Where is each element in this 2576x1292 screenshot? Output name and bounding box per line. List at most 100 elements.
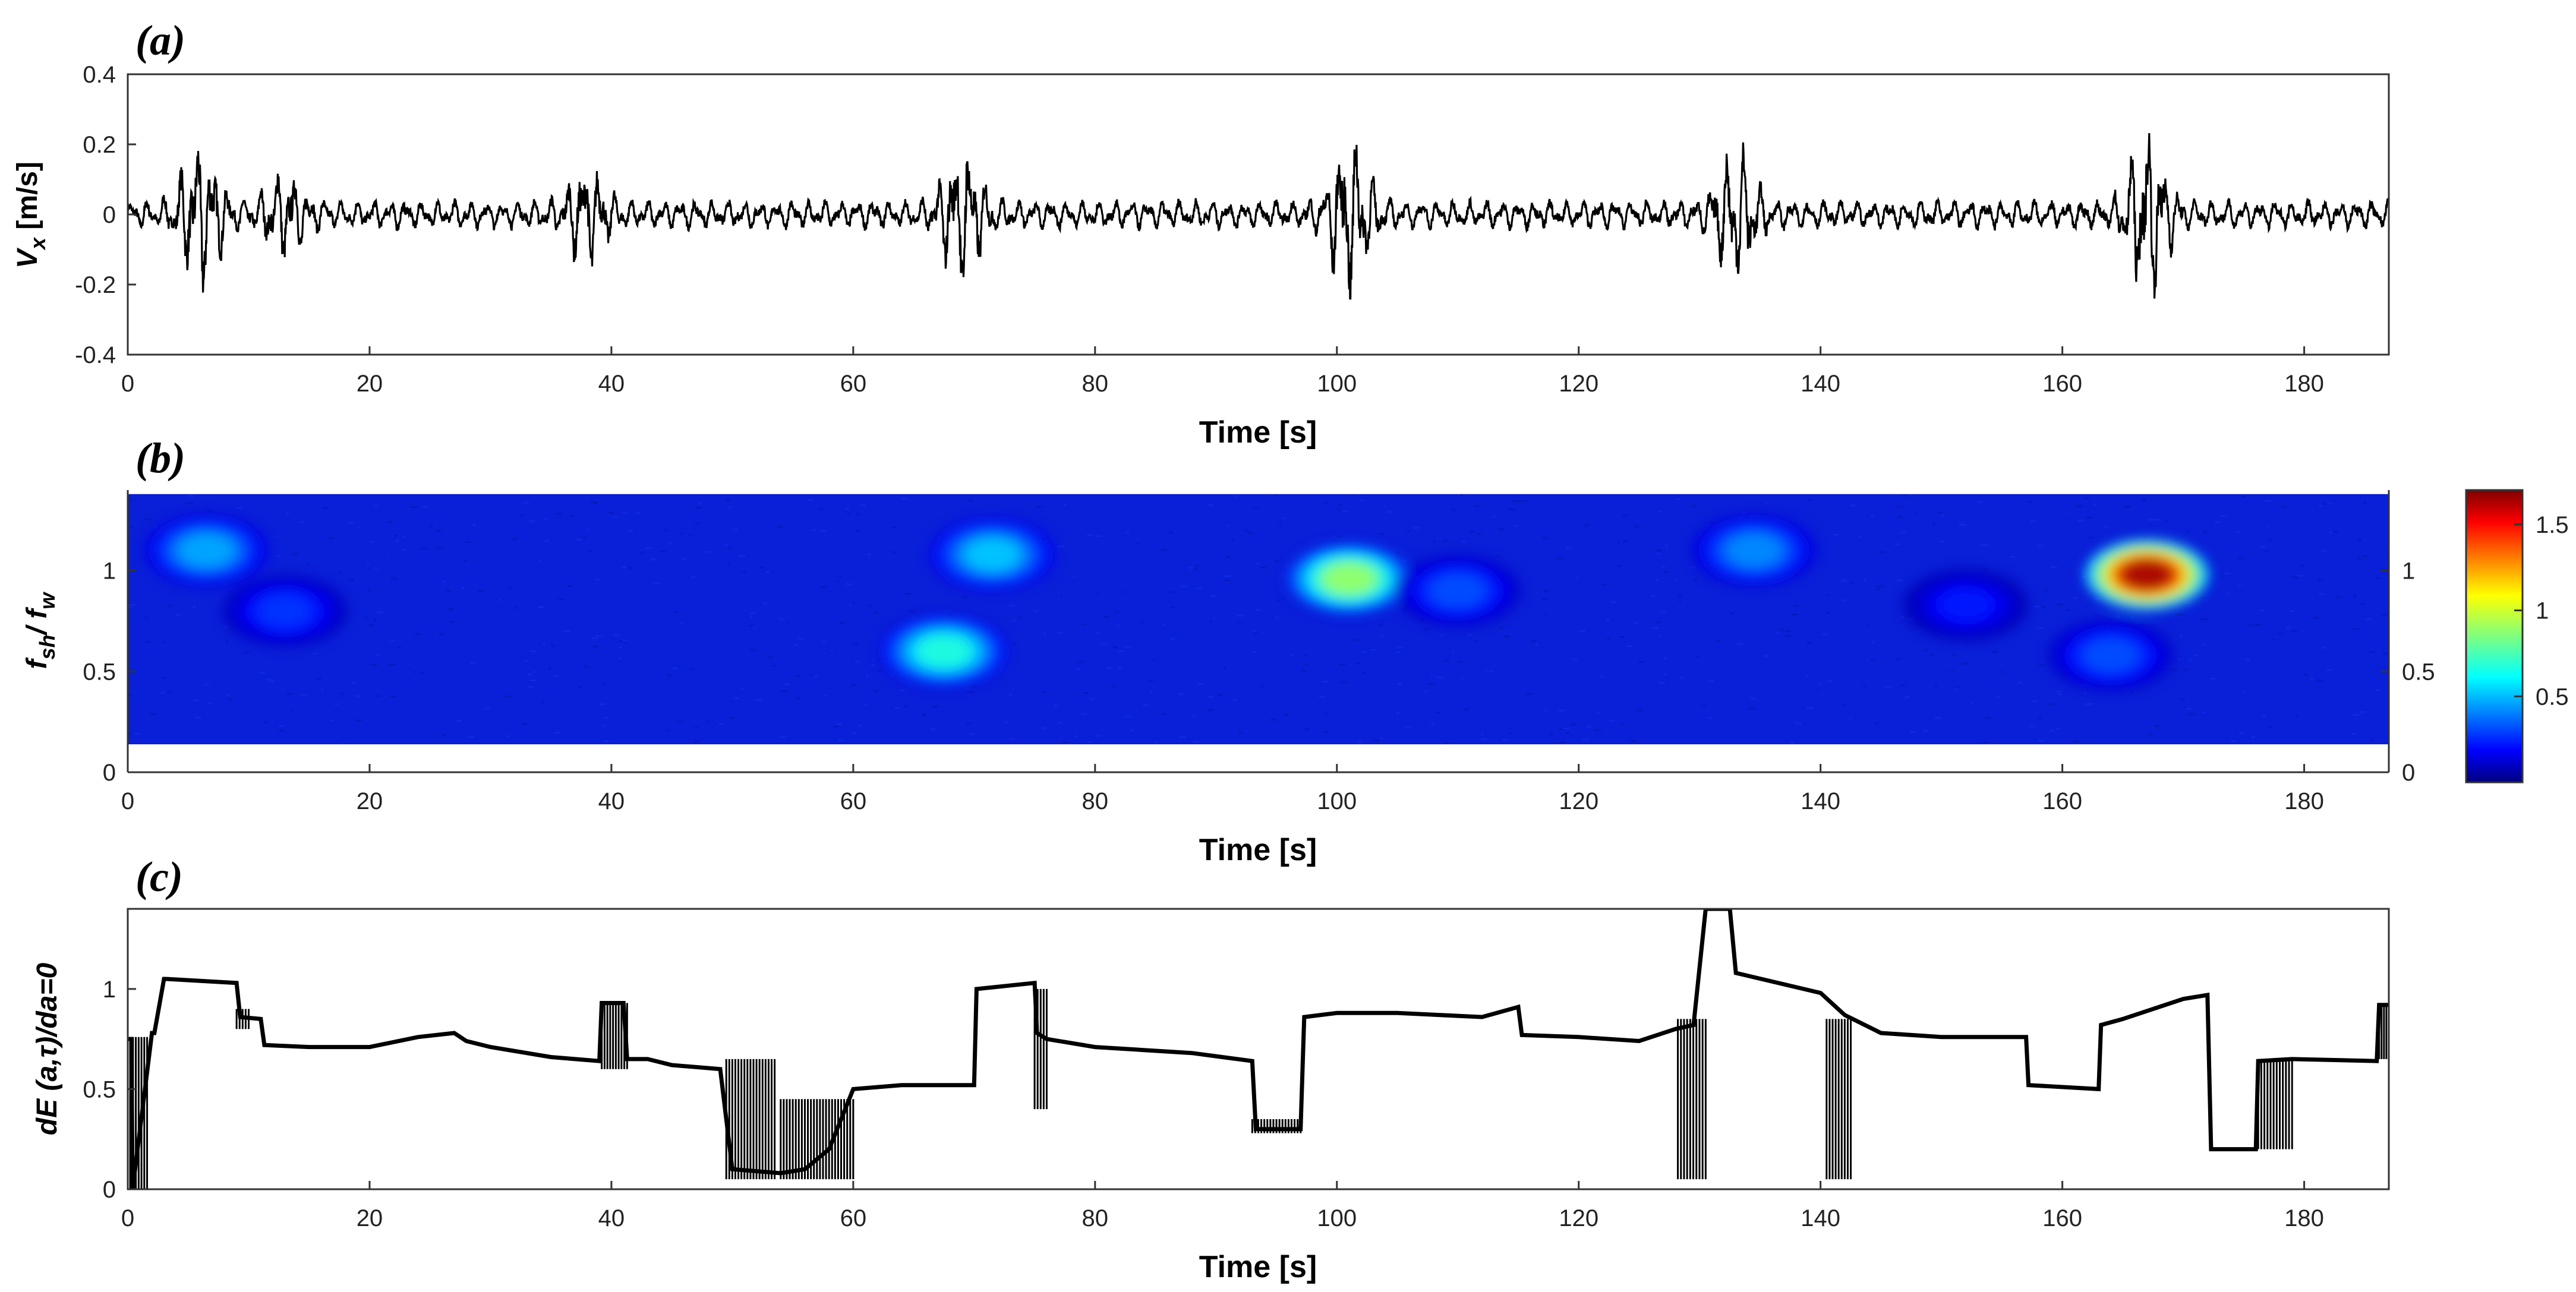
- heatmap-texture: [334, 703, 339, 705]
- heatmap-texture: [2376, 577, 2382, 579]
- heatmap-texture: [1659, 634, 1662, 637]
- heatmap-texture: [1036, 506, 1042, 508]
- heatmap-texture: [1617, 542, 1620, 544]
- x-tick-label: 80: [1082, 371, 1109, 397]
- heatmap-texture: [2188, 658, 2192, 661]
- heatmap-texture: [1934, 716, 1941, 719]
- heatmap-texture: [1496, 555, 1500, 557]
- heatmap-texture: [2186, 531, 2190, 533]
- heatmap-texture: [543, 643, 546, 645]
- heatmap-texture: [1057, 631, 1063, 634]
- heatmap-blob: [2084, 639, 2138, 671]
- x-tick-label: 100: [1317, 788, 1357, 814]
- heatmap-texture: [2010, 555, 2016, 558]
- heatmap-texture: [818, 508, 825, 510]
- heatmap-texture: [2200, 596, 2204, 599]
- heatmap-texture: [1361, 650, 1367, 653]
- heatmap-texture: [193, 699, 198, 702]
- heatmap-texture: [1339, 504, 1342, 506]
- heatmap-texture: [1463, 708, 1469, 710]
- heatmap-texture: [162, 677, 168, 680]
- heatmap-texture: [1826, 594, 1830, 596]
- heatmap-texture: [321, 507, 329, 509]
- heatmap-texture: [1430, 724, 1435, 726]
- heatmap-texture: [1808, 499, 1812, 501]
- heatmap-texture: [1582, 738, 1590, 741]
- x-tick-label: 100: [1317, 1205, 1357, 1231]
- heatmap-texture: [276, 535, 279, 538]
- heatmap-texture: [1101, 642, 1108, 645]
- heatmap-texture: [1541, 598, 1548, 601]
- heatmap-texture: [446, 590, 451, 592]
- heatmap-texture: [1909, 731, 1917, 733]
- heatmap-texture: [563, 630, 570, 633]
- heatmap-texture: [128, 604, 136, 606]
- heatmap-texture: [1599, 675, 1605, 678]
- heatmap-texture: [1238, 732, 1243, 734]
- heatmap-texture: [1124, 715, 1131, 718]
- heatmap-texture: [1397, 646, 1403, 649]
- heatmap-texture: [1435, 711, 1440, 713]
- heatmap-texture: [484, 707, 491, 710]
- heatmap-texture: [2076, 505, 2083, 507]
- heatmap-texture: [2300, 564, 2304, 567]
- heatmap-texture: [390, 696, 397, 698]
- heatmap-texture: [839, 621, 846, 624]
- heatmap-texture: [307, 563, 311, 566]
- heatmap-texture: [421, 548, 427, 550]
- heatmap-texture: [1748, 707, 1755, 710]
- heatmap-texture: [390, 577, 398, 580]
- heatmap-texture: [2180, 698, 2186, 700]
- heatmap-texture: [1658, 681, 1665, 684]
- heatmap-texture: [705, 551, 712, 553]
- heatmap-texture: [1130, 729, 1134, 731]
- heatmap-texture: [582, 536, 587, 539]
- y-tick-label: 0.5: [83, 1076, 116, 1103]
- heatmap-texture: [755, 699, 762, 702]
- heatmap-texture: [2093, 503, 2096, 506]
- heatmap-texture: [1481, 738, 1488, 740]
- heatmap-texture: [838, 576, 842, 578]
- heatmap-texture: [1991, 651, 1998, 653]
- heatmap-texture: [907, 610, 915, 612]
- heatmap-texture: [1237, 614, 1244, 617]
- heatmap-texture: [1395, 552, 1399, 555]
- heatmap-texture: [1373, 727, 1376, 729]
- heatmap-texture: [525, 660, 529, 662]
- heatmap-texture: [1584, 525, 1590, 527]
- heatmap-texture: [1708, 680, 1715, 683]
- heatmap-texture: [2240, 495, 2246, 498]
- heatmap-texture: [383, 556, 386, 558]
- heatmap-texture: [1096, 632, 1100, 634]
- heatmap-texture: [521, 514, 524, 517]
- heatmap-texture: [2180, 635, 2183, 637]
- panel-c-y-axis-label: dE (a,τ)/da=0: [31, 963, 63, 1136]
- heatmap-texture: [301, 694, 307, 696]
- heatmap-texture: [340, 693, 343, 695]
- heatmap-texture: [729, 717, 735, 719]
- heatmap-texture: [822, 641, 827, 643]
- heatmap-texture: [1290, 654, 1294, 656]
- heatmap-texture: [1917, 631, 1921, 633]
- heatmap-texture: [613, 516, 619, 518]
- heatmap-texture: [550, 645, 554, 647]
- heatmap-texture: [876, 669, 881, 671]
- heatmap-texture: [1821, 633, 1827, 636]
- heatmap-texture: [529, 680, 537, 682]
- heatmap-texture: [1965, 642, 1969, 644]
- heatmap-texture: [292, 553, 299, 555]
- heatmap-texture: [2200, 618, 2207, 620]
- heatmap-texture: [1477, 533, 1481, 535]
- heatmap-texture: [603, 740, 609, 743]
- heatmap-texture: [858, 725, 862, 727]
- heatmap-texture: [1689, 567, 1697, 569]
- heatmap-texture: [749, 624, 755, 627]
- heatmap-texture: [1977, 501, 1984, 503]
- heatmap-texture: [1485, 669, 1488, 672]
- heatmap-texture: [695, 522, 699, 525]
- heatmap-texture: [1932, 523, 1935, 525]
- heatmap-texture: [1260, 566, 1266, 568]
- heatmap-texture: [355, 695, 362, 697]
- heatmap-texture: [1054, 705, 1058, 707]
- heatmap-texture: [373, 504, 379, 507]
